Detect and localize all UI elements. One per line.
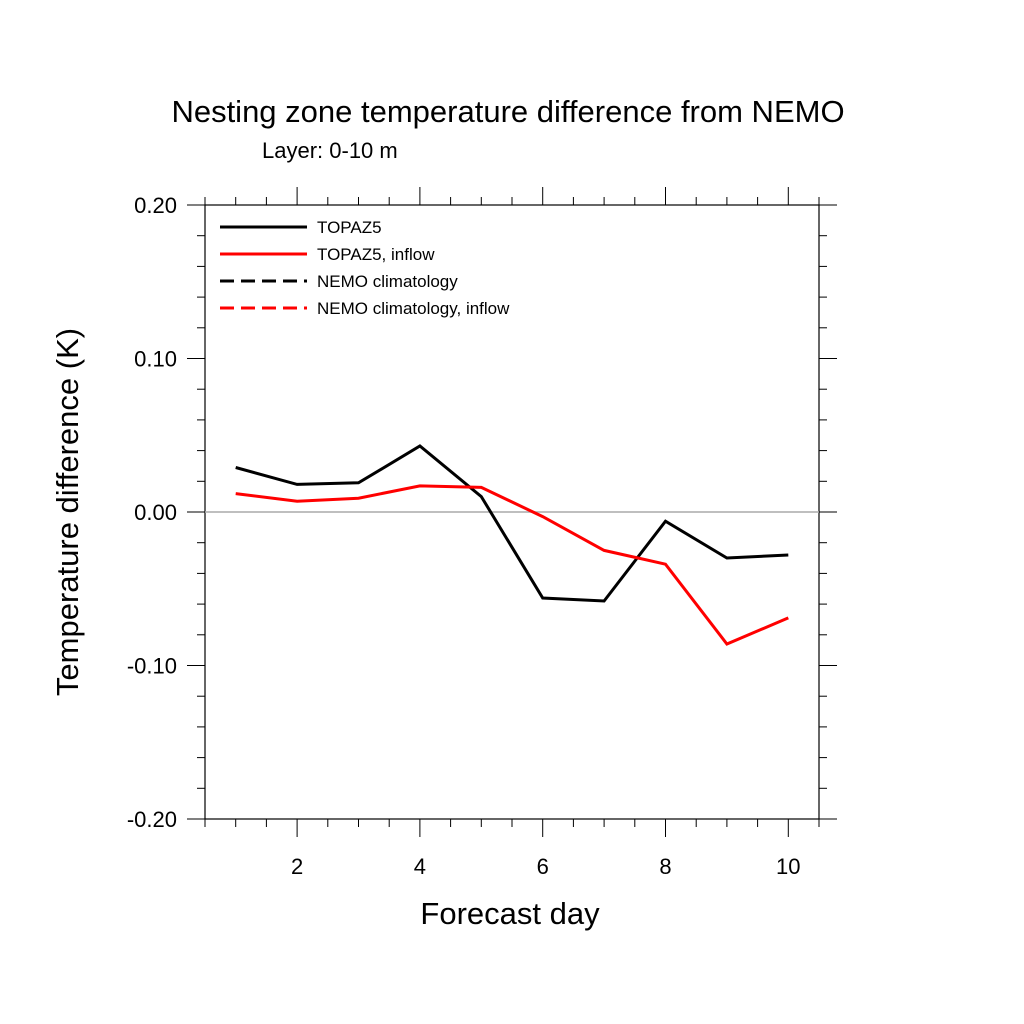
x-axis-label: Forecast day — [420, 896, 600, 931]
series-line-1 — [235, 484, 789, 646]
y-tick-label: -0.20 — [127, 807, 177, 832]
y-tick-label: -0.10 — [127, 654, 177, 679]
y-tick-label: 0.20 — [134, 193, 177, 218]
y-tick-label: 0.10 — [134, 347, 177, 372]
x-tick-label: 10 — [776, 854, 800, 879]
legend-label-0: TOPAZ5 — [317, 218, 382, 237]
legend-label-3: NEMO climatology, inflow — [317, 299, 510, 318]
y-axis-label: Temperature difference (K) — [50, 328, 85, 696]
x-tick-label: 4 — [414, 854, 426, 879]
y-tick-label: 0.00 — [134, 500, 177, 525]
chart-subtitle: Layer: 0-10 m — [262, 138, 398, 163]
legend-label-1: TOPAZ5, inflow — [317, 245, 435, 264]
x-tick-label: 2 — [291, 854, 303, 879]
chart-title: Nesting zone temperature difference from… — [171, 94, 844, 129]
legend-label-2: NEMO climatology — [317, 272, 458, 291]
x-tick-label: 6 — [537, 854, 549, 879]
series-line-0 — [235, 444, 789, 603]
x-tick-label: 8 — [659, 854, 671, 879]
